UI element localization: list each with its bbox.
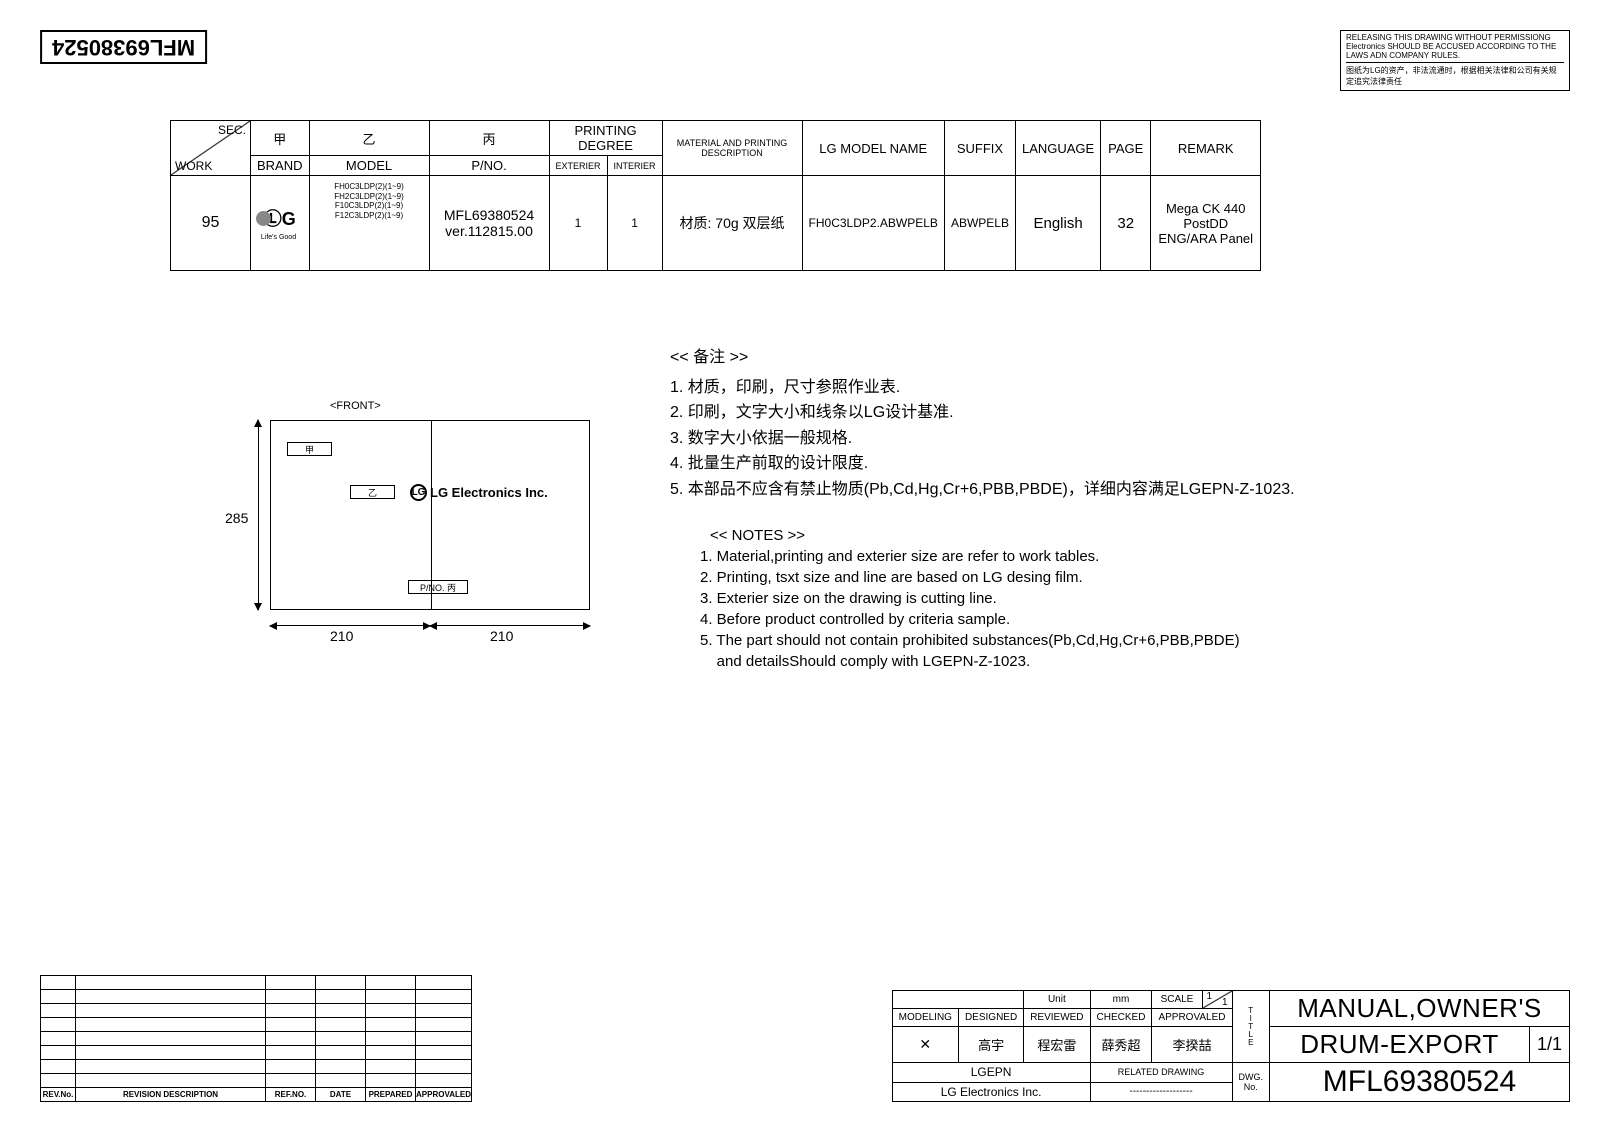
rev-hdr-date: DATE [316, 1088, 366, 1102]
tb-mm: mm [1090, 991, 1152, 1009]
spec-suffix-val: ABWPELB [944, 176, 1015, 271]
spec-language-val: English [1015, 176, 1100, 271]
lg-circle-icon: LG [410, 484, 427, 501]
notes-en-3: 3. Exterier size on the drawing is cutti… [700, 588, 1240, 609]
spec-model-val: FH0C3LDP(2)(1~9) FH2C3LDP(2)(1~9) F10C3L… [309, 176, 429, 271]
diagram-tag-jia: 甲 [287, 442, 332, 456]
tb-related-val: ------------------- [1090, 1082, 1232, 1102]
spec-remark-val: Mega CK 440 PostDD ENG/ARA Panel [1151, 176, 1261, 271]
spec-hdr-suffix: SUFFIX [944, 121, 1015, 176]
tb-checked: CHECKED [1090, 1009, 1152, 1027]
notes-english: << NOTES >> 1. Material,printing and ext… [700, 525, 1240, 672]
spec-table: SEC. WORK 甲 乙 丙 PRINTING DEGREE MATERIAL… [170, 120, 1261, 271]
tb-name4: 李揆喆 [1152, 1027, 1232, 1063]
front-label: <FRONT> [330, 400, 381, 412]
tb-modeling-val: ✕ [892, 1027, 958, 1063]
notes-en-2: 2. Printing, tsxt size and line are base… [700, 567, 1240, 588]
notes-cn-2: 2. 印刷，文字大小和线条以LG设计基准. [670, 400, 1295, 426]
dim-arrow-h-right [430, 625, 590, 626]
tb-modeling: MODELING [892, 1009, 958, 1027]
disclaimer-en: RELEASING THIS DRAWING WITHOUT PERMISSIO… [1346, 34, 1564, 60]
notes-cn-title: << 备注 >> [670, 345, 1295, 371]
lg-electronics-label: LG Electronics Inc. [430, 485, 548, 500]
dim-height: 285 [225, 510, 248, 526]
dim-width-left: 210 [330, 628, 353, 644]
spec-hdr-pno: P/NO. [429, 156, 549, 176]
spec-hdr-lgmodel: LG MODEL NAME [802, 121, 944, 176]
notes-en-1: 1. Material,printing and exterier size a… [700, 546, 1240, 567]
rev-hdr-appr: APPROVALED [416, 1088, 472, 1102]
dim-width-right: 210 [490, 628, 513, 644]
diagram-tag-pno: P/NO. 丙 [408, 580, 468, 594]
tb-approvaled: APPROVALED [1152, 1009, 1232, 1027]
disclaimer-cn: 图纸为LG的资产，非法流通时，根据相关法律和公司有关规定追究法律责任 [1346, 62, 1564, 87]
spec-hdr-brand: BRAND [251, 156, 310, 176]
spec-material-val: 材质: 70g 双层纸 [662, 176, 802, 271]
tb-dwgno-val: MFL69380524 [1270, 1063, 1570, 1102]
revision-table: REV.No. REVISION DESCRIPTION REF.NO. DAT… [40, 975, 472, 1102]
tb-title-main: MANUAL,OWNER'S [1270, 991, 1570, 1027]
spec-lgmodel-val: FH0C3LDP2.ABWPELB [802, 176, 944, 271]
rev-hdr-refno: REF.NO. [266, 1088, 316, 1102]
tb-designed: DESIGNED [958, 1009, 1023, 1027]
notes-chinese: << 备注 >> 1. 材质，印刷，尺寸参照作业表. 2. 印刷，文字大小和线条… [670, 345, 1295, 503]
tb-lgepn: LGEPN [892, 1063, 1090, 1083]
spec-hdr-printing-degree: PRINTING DEGREE [549, 121, 662, 156]
front-diagram: <FRONT> LG LG Electronics Inc. 甲 乙 P/NO.… [130, 400, 600, 660]
dim-arrow-h-left [270, 625, 430, 626]
notes-cn-3: 3. 数字大小依据一般规格. [670, 426, 1295, 452]
title-block: Unit mm SCALE 1 1 T I T L E MANUAL,OWNER… [892, 990, 1570, 1102]
rev-hdr-revno: REV.No. [41, 1088, 76, 1102]
notes-en-title: << NOTES >> [700, 525, 1240, 546]
spec-hdr-jia: 甲 [251, 121, 310, 156]
spec-hdr-model: MODEL [309, 156, 429, 176]
spec-hdr-interier: INTERIER [607, 156, 662, 176]
tb-reviewed: REVIEWED [1024, 1009, 1090, 1027]
notes-cn-4: 4. 批量生产前取的设计限度. [670, 451, 1295, 477]
disclaimer-box: RELEASING THIS DRAWING WITHOUT PERMISSIO… [1340, 30, 1570, 91]
notes-en-5b: and detailsShould comply with LGEPN-Z-10… [700, 651, 1240, 672]
spec-hdr-language: LANGUAGE [1015, 121, 1100, 176]
rev-hdr-prep: PREPARED [366, 1088, 416, 1102]
spec-hdr-remark: REMARK [1151, 121, 1261, 176]
tb-name1: 高宇 [958, 1027, 1023, 1063]
tb-dwgno-label: DWG. No. [1232, 1063, 1270, 1102]
spec-exterier-val: 1 [549, 176, 607, 271]
spec-work-label: WORK [175, 159, 212, 173]
spec-hdr-material: MATERIAL AND PRINTING DESCRIPTION [662, 121, 802, 176]
drawing-code-rotated: MFL69380524 [40, 30, 207, 64]
tb-related: RELATED DRAWING [1090, 1063, 1232, 1083]
notes-en-4: 4. Before product controlled by criteria… [700, 609, 1240, 630]
tb-title-label: T I T L E [1232, 991, 1270, 1063]
tb-scale-label: SCALE [1152, 991, 1202, 1009]
tb-name3: 薛秀超 [1090, 1027, 1152, 1063]
notes-cn-5: 5. 本部品不应含有禁止物质(Pb,Cd,Hg,Cr+6,PBB,PBDE)，详… [670, 477, 1295, 503]
rev-hdr-desc: REVISION DESCRIPTION [76, 1088, 266, 1102]
spec-interier-val: 1 [607, 176, 662, 271]
spec-diag-cell: SEC. WORK [171, 121, 251, 176]
tb-scale-val: 1 1 [1202, 991, 1232, 1009]
spec-sec-label: SEC. [218, 123, 246, 137]
notes-cn-1: 1. 材质，印刷，尺寸参照作业表. [670, 375, 1295, 401]
spec-hdr-yi: 乙 [309, 121, 429, 156]
notes-en-5: 5. The part should not contain prohibite… [700, 630, 1240, 651]
tb-unit: Unit [1024, 991, 1090, 1009]
spec-hdr-page: PAGE [1101, 121, 1151, 176]
spec-page-val: 32 [1101, 176, 1151, 271]
spec-hdr-bing: 丙 [429, 121, 549, 156]
spec-brand-val: ⓁG LG Life's Good [251, 176, 310, 271]
tb-lginc: LG Electronics Inc. [892, 1082, 1090, 1102]
spec-work-val: 95 [171, 176, 251, 271]
tb-page: 1/1 [1530, 1027, 1570, 1063]
dim-arrow-vertical [258, 420, 268, 610]
spec-hdr-exterier: EXTERIER [549, 156, 607, 176]
spec-pno-val: MFL69380524 ver.112815.00 [429, 176, 549, 271]
diagram-tag-yi: 乙 [350, 485, 395, 499]
tb-title-sub: DRUM-EXPORT [1270, 1027, 1530, 1063]
tb-name2: 程宏雷 [1024, 1027, 1090, 1063]
lg-logo-sub: Life's Good [261, 234, 296, 241]
